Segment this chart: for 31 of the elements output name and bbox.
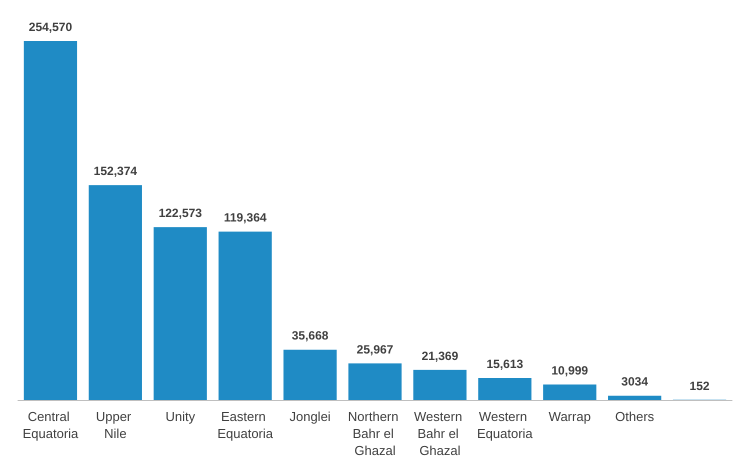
data-label: 254,570 (28, 20, 72, 34)
bar (283, 350, 337, 400)
data-label: 152 (690, 378, 710, 393)
x-tick-label: Upper Nile (96, 409, 135, 441)
data-label: 21,369 (422, 348, 459, 363)
x-tick-label: Western Bahr el Ghazal (414, 409, 466, 458)
bar (478, 378, 532, 400)
data-label: 119,364 (224, 210, 267, 225)
data-label: 152,374 (94, 164, 138, 178)
bar (348, 363, 402, 400)
bar (608, 396, 662, 400)
data-label: 25,967 (356, 342, 394, 356)
data-label: 15,613 (486, 356, 524, 371)
bar (413, 370, 467, 400)
bar (154, 227, 207, 400)
x-tick-label: Jonglei (289, 409, 331, 424)
data-label: 35,668 (292, 328, 329, 343)
bar (543, 384, 596, 400)
data-label: 122,573 (158, 206, 202, 220)
bar (218, 232, 272, 400)
bar (24, 41, 78, 400)
data-label: 10,999 (551, 363, 588, 378)
x-tick-label: Others (615, 409, 655, 424)
x-tick-label: Warrap (548, 409, 591, 424)
x-tick-label: Unity (165, 409, 196, 424)
x-tick-label: Northern Bahr el Ghazal (348, 409, 402, 458)
bar (88, 185, 142, 400)
x-tick-label: Western Equatoria (476, 409, 534, 441)
x-tick-label: Central Equatoria (22, 409, 80, 441)
data-label: 3034 (621, 374, 648, 389)
x-tick-label: Eastern Equatoria (217, 409, 274, 441)
